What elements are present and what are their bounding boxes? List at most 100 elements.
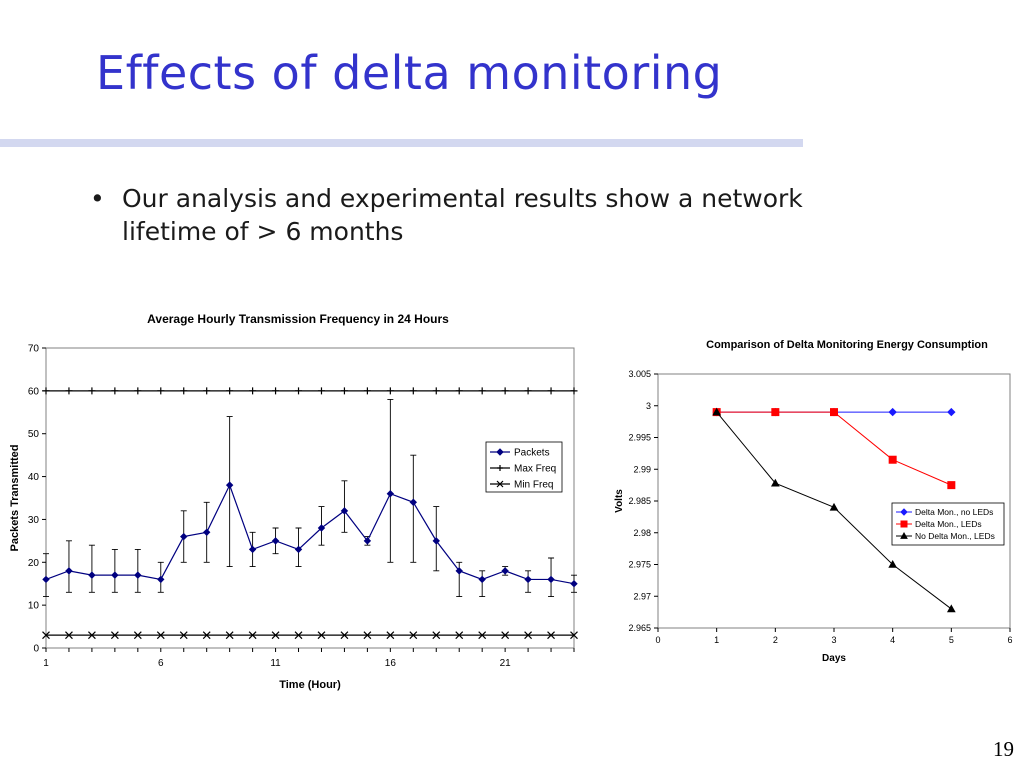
data-point [455, 387, 463, 395]
y-tick-label: 2.98 [633, 528, 651, 538]
data-point [888, 455, 897, 464]
data-point [386, 631, 395, 640]
data-point [478, 631, 487, 640]
data-point [111, 571, 119, 579]
data-point [157, 575, 165, 584]
y-tick-label: 20 [28, 558, 40, 569]
y-tick-label: 10 [28, 601, 40, 612]
legend-label: No Delta Mon., LEDs [915, 531, 995, 541]
data-point [88, 571, 96, 579]
data-point [65, 387, 73, 395]
data-point [42, 575, 50, 584]
error-bar [88, 544, 95, 593]
data-point [340, 507, 349, 515]
data-point [501, 387, 509, 395]
chart-title: Average Hourly Transmission Frequency in… [147, 312, 449, 326]
data-point [386, 387, 394, 395]
data-point [134, 571, 142, 579]
data-point [271, 631, 280, 640]
data-point [524, 631, 533, 640]
series-max-freq [42, 387, 578, 395]
data-point [88, 387, 96, 395]
data-point [570, 631, 578, 640]
data-point [946, 604, 956, 613]
chart-title: Comparison of Delta Monitoring Energy Co… [706, 339, 988, 351]
plot-area [45, 347, 575, 649]
bullet-text: Our analysis and experimental results sh… [122, 184, 803, 246]
data-point [501, 567, 509, 575]
legend-marker [900, 508, 908, 516]
legend: Packets Max Freq Min Freq [485, 441, 563, 493]
data-point [432, 631, 441, 640]
data-point [295, 387, 303, 395]
data-point [110, 631, 119, 640]
y-tick-label: 3.005 [628, 369, 651, 379]
x-tick-label: 4 [890, 635, 895, 645]
y-tick-label: 40 [28, 472, 40, 483]
data-point [340, 387, 348, 395]
error-bar [226, 416, 233, 568]
data-point [829, 502, 839, 511]
data-point [524, 575, 532, 584]
data-point [202, 631, 211, 640]
data-point [432, 387, 440, 395]
slide-title: Effects of delta monitoring [96, 46, 723, 100]
y-tick-label: 2.975 [628, 560, 651, 570]
data-point [771, 408, 780, 417]
data-point [248, 631, 257, 640]
data-point [133, 631, 142, 640]
legend-marker [496, 448, 504, 456]
data-point [409, 498, 418, 506]
y-tick-label: 3 [646, 401, 651, 411]
data-point [180, 387, 188, 395]
y-axis-label: Volts [614, 489, 625, 513]
data-point [524, 387, 532, 395]
data-point [570, 387, 578, 395]
data-point [570, 580, 578, 588]
x-tick-label: 5 [949, 635, 954, 645]
data-point [363, 631, 372, 640]
data-point [947, 481, 956, 490]
series-line [45, 483, 575, 585]
x-axis-label: Time (Hour) [279, 679, 341, 691]
series-no-delta-mon-leds [712, 407, 956, 613]
data-point [65, 567, 73, 575]
x-tick-label: 0 [655, 635, 660, 645]
data-point [409, 631, 418, 640]
series-min-freq [42, 631, 578, 640]
data-point [317, 387, 325, 395]
y-tick-label: 50 [28, 429, 40, 440]
data-point [156, 631, 165, 640]
legend-label: Delta Mon., LEDs [915, 519, 982, 529]
error-bar [111, 548, 118, 593]
data-point [294, 631, 303, 640]
x-tick-label: 11 [270, 658, 281, 669]
error-bar [410, 454, 417, 563]
y-tick-label: 2.985 [628, 496, 651, 506]
data-point [225, 631, 234, 640]
data-point [888, 407, 897, 417]
legend-marker [496, 480, 504, 488]
error-bar [479, 570, 486, 598]
page-number: 19 [993, 737, 1014, 761]
y-axis-label: Packets Transmitted [9, 445, 21, 552]
data-point [271, 537, 280, 545]
plot-area [657, 373, 1011, 629]
data-point [478, 575, 486, 584]
legend-label: Delta Mon., no LEDs [915, 507, 993, 517]
x-tick-label: 6 [158, 658, 164, 669]
y-tick-label: 2.995 [628, 433, 651, 443]
series-packets [42, 398, 578, 598]
x-tick-label: 3 [831, 635, 836, 645]
x-tick-label: 1 [43, 658, 49, 669]
chart-transmission-frequency: Average Hourly Transmission Frequency in… [9, 312, 578, 691]
data-point [478, 387, 486, 395]
legend: Delta Mon., no LEDs Delta Mon., LEDs No De… [891, 502, 1005, 546]
data-point [226, 387, 234, 395]
data-point [294, 545, 303, 554]
data-point [547, 575, 555, 584]
y-tick-label: 60 [28, 386, 40, 397]
data-point [455, 567, 463, 575]
data-point [42, 631, 50, 640]
data-point [947, 407, 956, 417]
